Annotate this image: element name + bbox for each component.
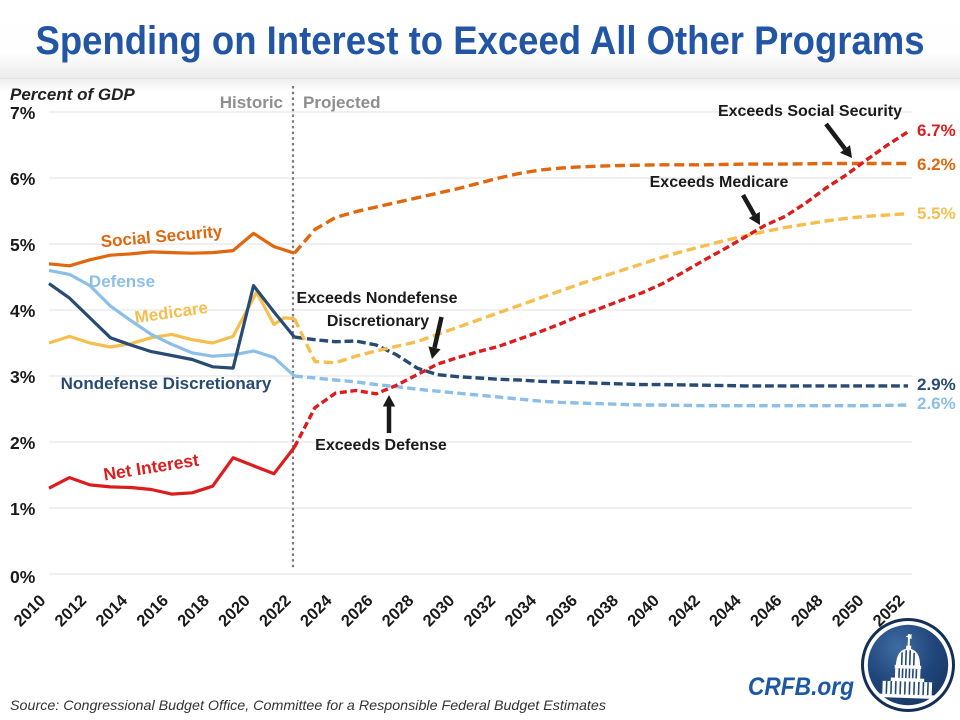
svg-text:Exceeds Social Security: Exceeds Social Security (718, 103, 902, 120)
svg-text:2.9%: 2.9% (917, 375, 956, 394)
svg-text:Percent of GDP: Percent of GDP (10, 85, 135, 104)
svg-text:6.7%: 6.7% (917, 121, 956, 140)
svg-text:4%: 4% (10, 301, 36, 321)
svg-text:2046: 2046 (747, 592, 786, 631)
svg-text:Spending on Interest to Exceed: Spending on Interest to Exceed All Other… (36, 19, 925, 63)
svg-text:2018: 2018 (174, 592, 213, 631)
svg-text:2%: 2% (10, 433, 36, 453)
svg-text:2034: 2034 (501, 591, 540, 630)
svg-text:CRFB.org: CRFB.org (748, 673, 854, 701)
svg-text:7%: 7% (10, 103, 36, 123)
svg-text:Nondefense Discretionary: Nondefense Discretionary (61, 374, 272, 393)
svg-text:Net Interest: Net Interest (102, 450, 200, 485)
svg-text:2012: 2012 (52, 592, 91, 631)
svg-text:2022: 2022 (256, 592, 295, 631)
svg-text:2044: 2044 (706, 591, 745, 630)
svg-text:3%: 3% (10, 367, 36, 387)
svg-text:2048: 2048 (788, 592, 827, 631)
svg-text:2028: 2028 (379, 592, 418, 631)
svg-text:5%: 5% (10, 235, 36, 255)
svg-text:2.6%: 2.6% (917, 394, 956, 413)
svg-text:2016: 2016 (133, 592, 172, 631)
svg-text:2010: 2010 (11, 592, 50, 631)
svg-text:2014: 2014 (92, 591, 131, 630)
svg-text:6%: 6% (10, 169, 36, 189)
svg-text:2024: 2024 (297, 591, 336, 630)
svg-text:Social Security: Social Security (100, 222, 224, 252)
svg-text:Defense: Defense (89, 272, 155, 291)
svg-text:Discretionary: Discretionary (327, 313, 429, 330)
svg-text:Projected: Projected (303, 93, 380, 112)
svg-text:Exceeds Medicare: Exceeds Medicare (650, 174, 789, 191)
svg-text:2026: 2026 (338, 592, 377, 631)
svg-text:2038: 2038 (583, 592, 622, 631)
svg-text:Historic: Historic (220, 93, 283, 112)
svg-text:0%: 0% (10, 567, 36, 587)
svg-text:1%: 1% (10, 499, 36, 519)
svg-text:2036: 2036 (542, 592, 581, 631)
svg-text:Exceeds Defense: Exceeds Defense (315, 437, 447, 454)
svg-text:Source: Congressional Budget O: Source: Congressional Budget Office, Com… (10, 697, 606, 713)
svg-text:Medicare: Medicare (133, 298, 209, 327)
svg-text:5.5%: 5.5% (917, 204, 956, 223)
svg-text:2032: 2032 (461, 592, 500, 631)
svg-text:2042: 2042 (665, 592, 704, 631)
svg-text:2020: 2020 (215, 592, 254, 631)
svg-text:6.2%: 6.2% (917, 155, 956, 174)
svg-text:2040: 2040 (624, 592, 663, 631)
svg-text:2030: 2030 (420, 592, 459, 631)
svg-text:Exceeds Nondefense: Exceeds Nondefense (297, 290, 458, 307)
svg-text:2050: 2050 (829, 592, 868, 631)
